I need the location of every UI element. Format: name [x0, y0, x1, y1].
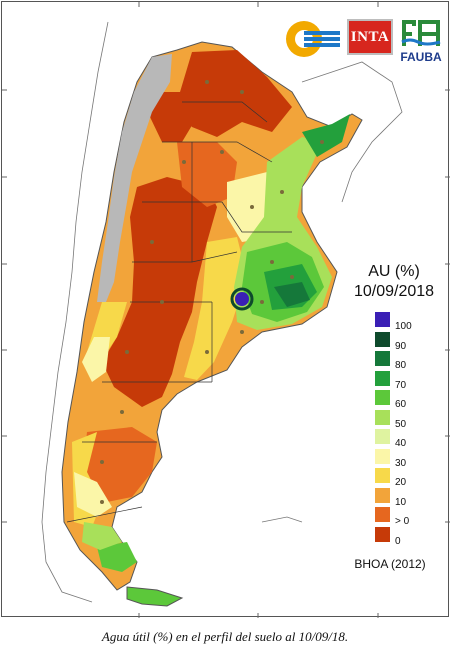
andes-mountains: [97, 54, 172, 302]
legend-swatch: [375, 487, 390, 503]
legend-swatch: [375, 507, 390, 522]
legend-tick-label: 40: [395, 438, 407, 449]
legend-source: BHOA (2012): [354, 557, 426, 571]
fauba-label: FAUBA: [400, 50, 442, 64]
legend-color-scale: [375, 312, 390, 546]
conae-logo: [286, 21, 340, 57]
argentina-soil-water-map: [2, 2, 450, 618]
legend-swatch: [375, 429, 390, 444]
legend-tick-label: 20: [395, 477, 407, 488]
legend-tick-label: 10: [395, 496, 407, 508]
legend-tick-label: 90: [395, 340, 407, 352]
legend-swatch: [375, 526, 390, 542]
legend-tick-label: 50: [395, 418, 407, 430]
legend-swatch: [375, 468, 390, 483]
legend-swatch: [375, 312, 390, 327]
legend-tick-label: 60: [395, 399, 407, 410]
legend-swatch: [375, 331, 390, 347]
inta-logo: INTA: [347, 19, 393, 55]
fauba-logo: [400, 16, 442, 50]
map-frame: INTA FAUBA AU (%) 10/09/2018 100 90 80 70 60…: [1, 1, 450, 618]
legend-swatch: [375, 409, 390, 425]
legend-tick-label: > 0: [395, 516, 410, 527]
station-markers: [100, 80, 324, 504]
tierra-del-fuego: [126, 586, 184, 607]
legend-swatch: [375, 390, 390, 405]
frame-ticks: [2, 2, 450, 618]
legend-tick-label: 80: [395, 360, 407, 371]
legend-tick-label: 70: [395, 379, 407, 391]
legend-title: AU (%): [368, 263, 420, 280]
legend-date: 10/09/2018: [353, 283, 435, 300]
legend-swatch: [375, 448, 390, 464]
dry-zones: [102, 50, 292, 407]
legend-swatch: [375, 370, 390, 386]
legend-swatch: [375, 351, 390, 366]
province-borders: [66, 101, 292, 523]
figure-caption: Agua útil (%) en el perfil del suelo al …: [101, 629, 349, 644]
legend-tick-label: 0: [395, 535, 401, 547]
legend-tick-label: 30: [395, 457, 407, 469]
saturated-spot: [235, 292, 249, 306]
neighbor-outlines: [41, 21, 403, 603]
legend-tick-label: 100: [395, 321, 412, 332]
